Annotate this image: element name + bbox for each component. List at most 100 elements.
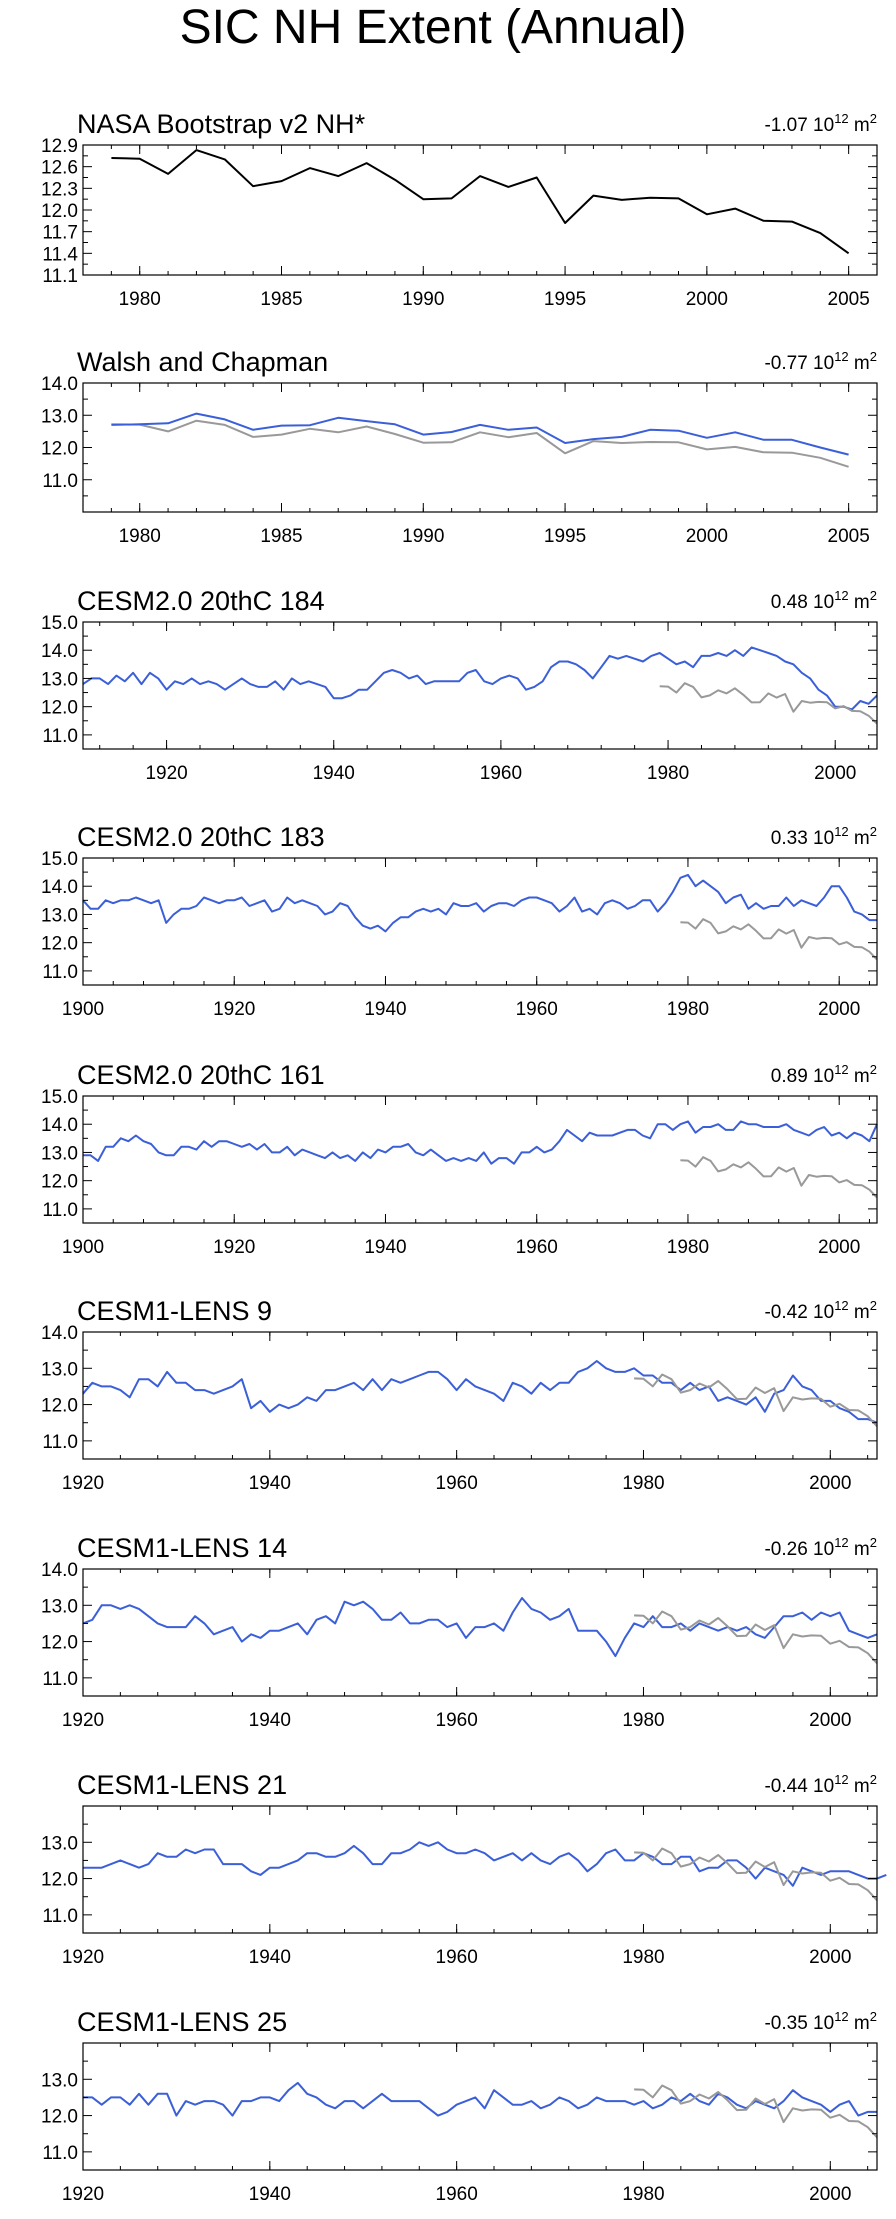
x-tick-label: 2005	[828, 289, 870, 310]
series-line-reference	[634, 1847, 878, 1901]
x-tick-label: 1960	[436, 1947, 478, 1968]
y-tick-label: 11.0	[42, 726, 78, 747]
panel-2: Walsh and Chapman -0.77 1012 m2 14.0 13.0 12…	[41, 347, 878, 547]
series-line-reference	[634, 1610, 878, 1664]
x-tick-label: 1980	[647, 763, 689, 784]
trend-part-0: 0.33 10	[771, 828, 834, 849]
x-tick-label: 2000	[814, 763, 856, 784]
x-tick-label: 1900	[62, 999, 104, 1020]
trend-part-2: m	[849, 1539, 870, 1560]
trend-part-1: 12	[834, 1062, 848, 1077]
panel-1: NASA Bootstrap v2 NH* -1.07 1012 m212.912…	[41, 109, 878, 310]
x-tick-label: 1940	[249, 1710, 291, 1731]
x-tick-label: 1960	[436, 1473, 478, 1494]
y-tick-label: 15.0	[41, 1087, 78, 1108]
y-tick-label: 13.0	[41, 2070, 78, 2091]
y-tick-label: 13.0	[41, 1596, 78, 1617]
series-line-reference	[634, 2084, 878, 2138]
y-tick-label: 13.0	[41, 669, 78, 690]
trend-part-1: 12	[834, 2009, 848, 2024]
x-tick-label: 1985	[260, 289, 302, 310]
trend-part-3: 2	[870, 111, 877, 126]
x-tick-label: 1920	[213, 999, 255, 1020]
plot-frame	[82, 857, 878, 986]
trend-part-3: 2	[870, 1298, 877, 1313]
trend-label: 0.33 1012 m2	[771, 824, 877, 849]
plot-frame	[82, 2042, 878, 2171]
x-tick-label: 1980	[667, 999, 709, 1020]
trend-label: -0.26 1012 m2	[764, 1535, 877, 1560]
x-tick-label: 2000	[818, 999, 860, 1020]
panel-title: CESM1-LENS 9	[77, 1296, 272, 1326]
x-tick-label: 1920	[145, 763, 187, 784]
plot-frame	[82, 621, 878, 750]
series-line-reference	[680, 1156, 878, 1199]
trend-part-1: 12	[834, 588, 848, 603]
panel-title: Walsh and Chapman	[77, 347, 328, 377]
trend-part-2: m	[849, 353, 870, 374]
trend-part-3: 2	[870, 2009, 877, 2024]
y-tick-label: 13.0	[41, 905, 78, 926]
y-tick-label: 12.0	[41, 1870, 78, 1891]
y-tick-label: 13.0	[41, 1359, 78, 1380]
x-tick-label: 1980	[622, 1473, 664, 1494]
plot-frame	[82, 1331, 878, 1460]
x-tick-label: 1960	[480, 763, 522, 784]
y-tick-label: 11.7	[42, 223, 78, 244]
trend-part-0: -0.26 10	[764, 1539, 834, 1560]
series-line-model	[82, 1597, 878, 1658]
series-line-observed	[111, 149, 850, 255]
x-tick-label: 1960	[436, 1710, 478, 1731]
trend-part-1: 12	[834, 1298, 848, 1313]
y-tick-label: 11.0	[42, 1200, 78, 1221]
plot-frame	[82, 144, 878, 276]
x-tick-label: 1940	[249, 1947, 291, 1968]
panel-3: CESM2.0 20thC 184 0.48 1012 m2 15.0 14.0 13.…	[41, 586, 878, 784]
trend-part-0: -0.44 10	[764, 1776, 834, 1797]
y-tick-label: 14.0	[41, 877, 78, 898]
series-line-reference	[659, 682, 878, 725]
plot-frame	[82, 382, 878, 513]
y-tick-label: 12.0	[41, 1396, 78, 1417]
x-tick-label: 2000	[809, 1947, 851, 1968]
trend-part-3: 2	[870, 824, 877, 839]
y-tick-label: 14.0	[41, 1323, 78, 1344]
y-tick-label: 11.0	[42, 962, 78, 983]
plot-frame	[82, 1805, 878, 1934]
x-tick-label: 2000	[686, 289, 728, 310]
trend-label: -0.35 1012 m2	[764, 2009, 877, 2034]
x-tick-label: 1960	[436, 2184, 478, 2205]
x-tick-label: 1980	[119, 289, 161, 310]
y-tick-label: 12.0	[41, 201, 78, 222]
x-tick-label: 2000	[809, 1473, 851, 1494]
series-line-model	[82, 873, 877, 933]
y-tick-label: 12.0	[41, 439, 78, 460]
trend-part-0: 0.89 10	[771, 1066, 834, 1087]
x-tick-label: 1940	[249, 1473, 291, 1494]
series-line-model	[82, 1360, 878, 1424]
x-tick-label: 1980	[622, 1947, 664, 1968]
y-tick-label: 13.0	[41, 406, 78, 427]
y-tick-label: 13.0	[41, 1143, 78, 1164]
x-tick-label: 1980	[119, 526, 161, 547]
y-tick-label: 11.1	[42, 266, 78, 287]
trend-part-1: 12	[834, 349, 848, 364]
x-tick-label: 1995	[544, 526, 586, 547]
y-tick-label: 11.4	[42, 244, 78, 265]
trend-part-1: 12	[834, 824, 848, 839]
x-tick-label: 1960	[516, 1237, 558, 1258]
x-tick-label: 1980	[622, 2184, 664, 2205]
panel-title: CESM1-LENS 25	[77, 2007, 287, 2037]
y-tick-label: 13.0	[41, 1833, 78, 1854]
trend-part-1: 12	[834, 1535, 848, 1550]
series-line-model	[83, 1841, 887, 1887]
y-tick-label: 11.0	[42, 2143, 78, 2164]
y-tick-label: 12.6	[41, 158, 78, 179]
x-tick-label: 1940	[249, 2184, 291, 2205]
x-tick-label: 1960	[516, 999, 558, 1020]
trend-label: -0.44 1012 m2	[764, 1772, 877, 1797]
trend-part-0: -0.77 10	[764, 353, 834, 374]
trend-label: 0.48 1012 m2	[771, 588, 877, 613]
x-tick-label: 1920	[62, 1710, 104, 1731]
